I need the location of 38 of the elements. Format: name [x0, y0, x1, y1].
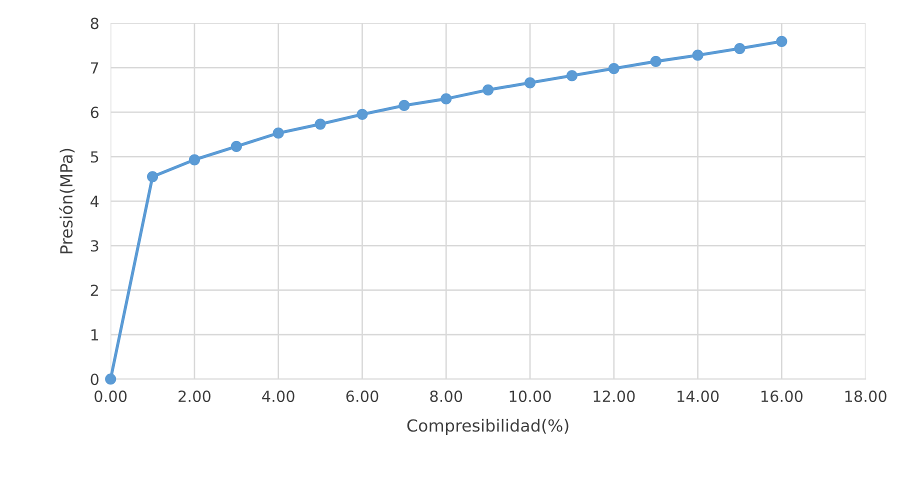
point — [524, 77, 536, 88]
point — [566, 70, 578, 82]
x-tick-label: 16.00 — [761, 390, 803, 402]
point — [230, 140, 242, 152]
x-tick-label: 8.00 — [430, 390, 462, 402]
y-axis-title: Presión(MPa) — [59, 148, 75, 254]
point — [776, 36, 788, 47]
y-tick-label: 6 — [90, 106, 99, 118]
x-tick-label: 0.00 — [94, 390, 127, 402]
x-tick-label: 12.00 — [594, 390, 635, 402]
point — [188, 154, 200, 166]
x-tick-label: 6.00 — [346, 390, 378, 402]
y-tick-label: 7 — [91, 62, 98, 74]
x-tick-label: 4.00 — [262, 390, 294, 402]
point — [272, 128, 284, 139]
point — [314, 118, 326, 130]
x-tick-label: 2.00 — [178, 390, 210, 402]
point — [734, 42, 746, 54]
point — [105, 374, 116, 385]
y-tick-label: 4 — [90, 196, 99, 207]
x-tick-label: 10.00 — [510, 390, 551, 402]
y-tick-label: 5 — [90, 151, 98, 163]
x-tick-label: 14.00 — [678, 390, 719, 402]
y-tick-label: 0 — [90, 374, 98, 386]
x-axis-title: Compresibilidad(%) — [407, 418, 568, 436]
point — [146, 171, 158, 182]
x-tick-label: 18.00 — [845, 390, 886, 402]
point — [650, 56, 662, 67]
y-tick-label: 1 — [91, 329, 98, 340]
y-tick-label: 2 — [90, 284, 98, 296]
y-tick-label: 3 — [90, 240, 98, 252]
point — [356, 108, 368, 120]
y-tick-label: 8 — [90, 18, 98, 30]
point — [608, 63, 620, 74]
point — [692, 50, 704, 61]
point — [482, 84, 494, 96]
point — [398, 100, 410, 112]
point — [440, 93, 452, 104]
